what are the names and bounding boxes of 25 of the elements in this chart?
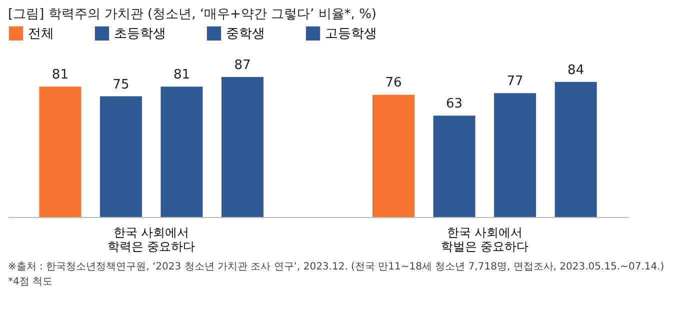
data-label: 81: [52, 68, 68, 83]
bar: [39, 86, 82, 217]
bar: [100, 96, 142, 217]
bar: [160, 86, 203, 217]
chart-title: [그림] 학력주의 가치관 (청소년, ‘매우+약간 그렇다’ 비율*, %): [8, 7, 376, 22]
bar: [221, 77, 264, 217]
data-label: 76: [385, 76, 402, 91]
data-label: 75: [112, 77, 130, 92]
legend-label: 중학생: [226, 26, 265, 42]
data-label: 84: [568, 62, 584, 78]
bar: [494, 93, 536, 217]
x-tick-label: 한국 사회에서 학력은 중요하다: [107, 226, 196, 254]
x-tick-label: 한국 사회에서 학벌은 중요하다: [440, 226, 529, 254]
data-label: 81: [173, 68, 190, 83]
data-label: 63: [446, 96, 463, 112]
data-label: 87: [234, 58, 251, 73]
bar: [372, 94, 415, 217]
bar: [554, 82, 597, 217]
text: *4점 척도: [8, 276, 53, 288]
legend-label: 초등학생: [114, 26, 166, 42]
data-label: 77: [506, 74, 524, 90]
legend-label: 고등학생: [325, 26, 377, 42]
bar: [433, 116, 476, 217]
legend-label: 전체: [28, 26, 54, 42]
text: ※출처 : 한국청소년정책연구원, ‘2023 청소년 가치관 조사 연구’, 2023.12. (전국 만11~18세 청소년 7,718명, 면접조사, 2023.05.15.~07.14.): [8, 262, 664, 272]
